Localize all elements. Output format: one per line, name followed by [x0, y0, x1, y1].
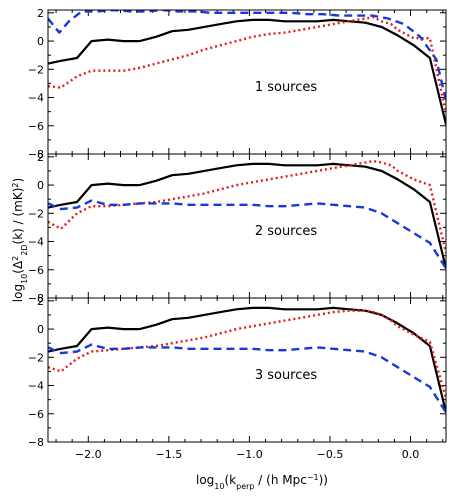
series-line-solid	[48, 18, 446, 125]
series-line-solid	[48, 162, 446, 269]
panel-2: −8 −6 −4 −2 0 2 2 sources	[28, 151, 447, 305]
series-line-dashed	[48, 343, 446, 414]
panel-annotation: 1 sources	[255, 80, 318, 95]
panel-annotation: 3 sources	[255, 368, 318, 383]
x-tick-label: 0.0	[402, 448, 420, 461]
panel-3-series	[48, 306, 446, 414]
y-tick-label: 2	[37, 7, 44, 20]
y-tick-label: −4	[28, 236, 44, 249]
panel-1-series	[48, 10, 446, 125]
y-tick-label: −2	[28, 63, 44, 76]
y-tick-label: −2	[28, 207, 44, 220]
series-line-dotted	[48, 15, 446, 114]
y-tick-label: 2	[37, 151, 44, 164]
x-tick-label: −0.5	[317, 448, 344, 461]
x-tick-label: −1.5	[155, 448, 182, 461]
panel-3-ticks	[48, 298, 446, 443]
y-tick-label: −8	[28, 148, 44, 161]
y-tick-label: −2	[28, 351, 44, 364]
y-tick-label: 0	[37, 35, 44, 48]
series-line-dotted	[48, 309, 446, 399]
panel-2-ticks	[48, 154, 446, 299]
y-tick-label: −6	[28, 264, 44, 277]
series-line-dashed	[48, 199, 446, 270]
x-tick-labels: −2.0 −1.5 −1.0 −0.5 0.0	[75, 448, 419, 461]
y-tick-label: −6	[28, 120, 44, 133]
panel-frame	[47, 297, 447, 443]
panel-frame	[47, 153, 447, 299]
panel-1-ticks	[48, 10, 446, 155]
y-tick-label: −8	[28, 292, 44, 305]
y-tick-label: 2	[37, 295, 44, 308]
y-tick-label: 0	[37, 179, 44, 192]
y-tick-label: 0	[37, 323, 44, 336]
y-axis-label: log10(Δ22D(k) / (mK)2)	[11, 178, 29, 302]
x-tick-label: −2.0	[75, 448, 102, 461]
y-tick-label: −4	[28, 92, 44, 105]
panel-3: −8 −6 −4 −2 0 2 3 sources	[28, 295, 447, 449]
y-tick-label: −6	[28, 408, 44, 421]
y-tick-label: −8	[28, 436, 44, 449]
x-axis-label: log10(kperp / (h Mpc−1))	[196, 473, 328, 491]
panel-2-series	[48, 159, 446, 270]
panel-1: −8 −6 −4 −2 0 2 1 sources	[28, 7, 447, 161]
panel-frame	[47, 9, 447, 155]
y-tick-label: −4	[28, 380, 44, 393]
series-line-dashed	[48, 10, 446, 101]
series-line-dotted	[48, 159, 446, 254]
panel-annotation: 2 sources	[255, 224, 318, 239]
x-tick-label: −1.0	[236, 448, 263, 461]
